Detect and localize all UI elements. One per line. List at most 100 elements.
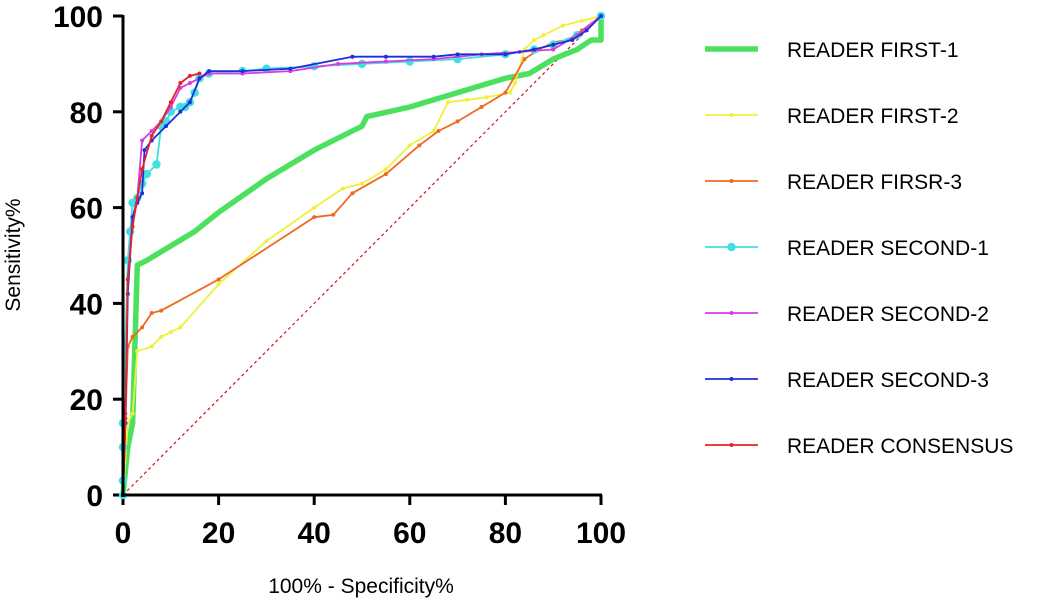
data-point: [264, 239, 269, 244]
data-point: [135, 349, 140, 354]
data-point: [465, 97, 470, 102]
y-tick-label: 20: [70, 384, 103, 417]
data-point: [159, 334, 164, 339]
data-point: [383, 167, 388, 172]
data-point: [187, 81, 192, 86]
data-point: [178, 109, 183, 114]
x-tick-label: 20: [202, 517, 235, 550]
data-point: [336, 61, 341, 66]
legend-label: READER FIRST-2: [787, 105, 959, 128]
data-point: [383, 54, 388, 59]
data-point: [125, 277, 130, 282]
data-point: [340, 186, 345, 191]
data-point: [149, 344, 154, 349]
data-point: [288, 66, 293, 71]
legend-item: READER CONSENSUS: [705, 435, 1013, 458]
data-point: [405, 57, 414, 66]
data-point: [164, 124, 169, 129]
data-point: [599, 14, 603, 18]
legend-marker: [729, 179, 734, 183]
data-point: [142, 148, 147, 153]
y-tick-label: 40: [70, 288, 103, 321]
data-point: [579, 18, 584, 23]
series-line: [120, 16, 604, 496]
data-point: [312, 205, 317, 210]
data-point: [142, 169, 152, 179]
data-point: [240, 69, 245, 74]
data-point: [130, 334, 135, 339]
y-axis-title: Sensitivity%: [2, 198, 25, 311]
data-point: [431, 128, 436, 133]
legend-marker: [729, 311, 734, 315]
data-point: [187, 100, 192, 105]
data-point: [532, 37, 537, 42]
legend-label: READER FIRST-1: [787, 39, 959, 62]
legend: READER FIRST-1 READER FIRST-2 READER FIRSR…: [705, 39, 1013, 458]
data-point: [503, 90, 508, 95]
data-point: [178, 325, 183, 330]
data-point: [178, 81, 183, 86]
data-point: [551, 47, 556, 52]
data-point: [216, 277, 221, 282]
data-point: [551, 42, 556, 47]
data-point: [130, 411, 135, 416]
legend-label: READER SECOND-3: [787, 369, 989, 392]
data-point: [541, 33, 546, 38]
y-tick-label: 60: [70, 193, 103, 226]
data-point: [216, 282, 221, 287]
data-point: [135, 196, 140, 201]
y-tick-label: 0: [86, 480, 103, 513]
data-point: [360, 181, 364, 186]
tick-labels: 0 20 40 60 80 100 0 20 40 60 80 100: [53, 1, 626, 550]
legend-item: READER SECOND-2: [705, 303, 989, 326]
axis-ticks: [113, 14, 603, 505]
legend-marker: [729, 113, 734, 117]
x-tick-label: 60: [393, 517, 426, 550]
y-tick-label: 80: [70, 97, 103, 130]
legend-item: READER SECOND-1: [705, 237, 989, 260]
data-point: [168, 330, 173, 335]
legend-marker: [729, 443, 734, 447]
data-point: [522, 57, 527, 62]
axes: [121, 15, 602, 497]
data-point: [417, 143, 422, 148]
data-point: [532, 47, 537, 52]
data-point: [149, 128, 154, 133]
data-point: [140, 138, 145, 143]
data-point: [383, 172, 388, 177]
data-point: [446, 100, 451, 105]
data-point: [560, 23, 565, 28]
data-point: [159, 119, 164, 124]
data-point: [350, 191, 355, 196]
data-point: [149, 133, 154, 138]
data-point: [140, 167, 145, 172]
legend-marker: [727, 242, 736, 252]
data-point: [140, 325, 145, 330]
data-point: [149, 310, 154, 315]
series-layer: [118, 11, 606, 500]
x-axis-title: 100% - Specificity%: [268, 575, 454, 598]
data-point: [484, 95, 489, 100]
x-tick-label: 100: [576, 517, 626, 550]
data-point: [503, 52, 508, 57]
data-point: [350, 54, 355, 59]
data-point: [584, 28, 589, 33]
data-point: [207, 69, 212, 74]
legend-item: READER FIRST-1: [705, 39, 959, 62]
series-reader-consensus: [121, 71, 202, 497]
data-point: [159, 308, 164, 313]
data-point: [152, 160, 161, 169]
legend-label: READER CONSENSUS: [787, 435, 1013, 458]
data-point: [187, 73, 192, 78]
data-point: [512, 81, 517, 86]
legend-label: READER SECOND-1: [787, 237, 989, 260]
series-reader-first-1: [120, 16, 604, 496]
x-tick-label: 40: [298, 517, 331, 550]
data-point: [455, 119, 460, 124]
legend-label: READER FIRSR-3: [787, 171, 962, 194]
data-point: [570, 37, 575, 42]
data-point: [508, 90, 513, 95]
legend-item: READER SECOND-3: [705, 369, 989, 392]
legend-item: READER FIRST-2: [705, 105, 959, 128]
